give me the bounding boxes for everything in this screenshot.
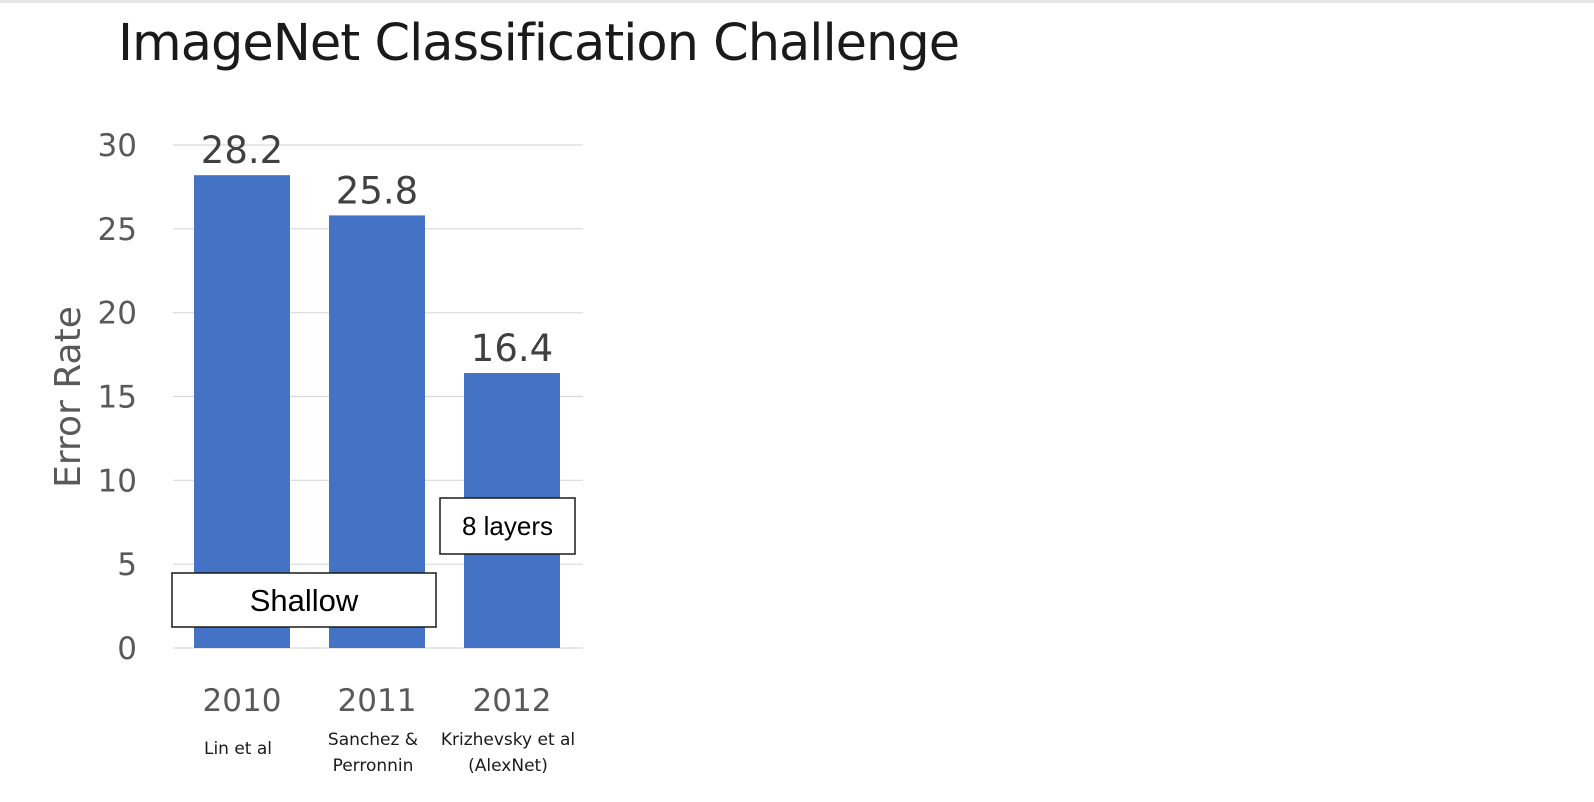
x-sublabel: Krizhevsky et al bbox=[441, 730, 575, 750]
data-label-2012: 16.4 bbox=[471, 327, 553, 370]
data-label-2010: 28.2 bbox=[201, 129, 283, 172]
callout-box bbox=[171, 572, 437, 628]
y-tick-label: 5 bbox=[117, 547, 137, 583]
y-tick-label: 0 bbox=[117, 631, 137, 667]
data-label-2011: 25.8 bbox=[336, 169, 418, 212]
x-sublabel: (AlexNet) bbox=[468, 756, 548, 776]
callout-text: 8 layers bbox=[462, 511, 553, 541]
top-rule bbox=[0, 0, 1594, 3]
data-labels: 28.2 25.8 16.4 bbox=[201, 129, 553, 370]
slide-title: ImageNet Classification Challenge bbox=[118, 14, 960, 73]
x-tick-label-2012: 2012 bbox=[473, 683, 552, 719]
callout-box bbox=[439, 497, 576, 555]
y-tick-label: 20 bbox=[98, 296, 137, 332]
x-tick-label-2010: 2010 bbox=[203, 683, 282, 719]
bar-2010 bbox=[194, 175, 290, 648]
x-axis-ticks: 2010 Lin et al 2011 Sanchez & Perronnin 2012 K… bbox=[203, 683, 576, 776]
x-sublabel: Sanchez & bbox=[328, 730, 418, 750]
x-tick-label-2011: 2011 bbox=[338, 683, 417, 719]
callouts: Shallow 8 layers bbox=[171, 497, 576, 628]
callout-text: Shallow bbox=[250, 583, 359, 618]
y-axis-title: Error Rate bbox=[48, 306, 89, 488]
y-tick-label: 15 bbox=[98, 380, 137, 416]
y-axis-ticks: 0 5 10 15 20 25 30 bbox=[98, 128, 137, 667]
x-sublabel: Lin et al bbox=[204, 739, 272, 759]
y-tick-label: 25 bbox=[98, 212, 137, 248]
y-tick-label: 10 bbox=[98, 463, 137, 499]
callout-8-layers: 8 layers bbox=[439, 497, 576, 555]
callout-shallow: Shallow bbox=[171, 572, 437, 628]
x-sublabel: Perronnin bbox=[333, 756, 414, 776]
y-tick-label: 30 bbox=[98, 128, 137, 164]
bars bbox=[194, 175, 560, 649]
